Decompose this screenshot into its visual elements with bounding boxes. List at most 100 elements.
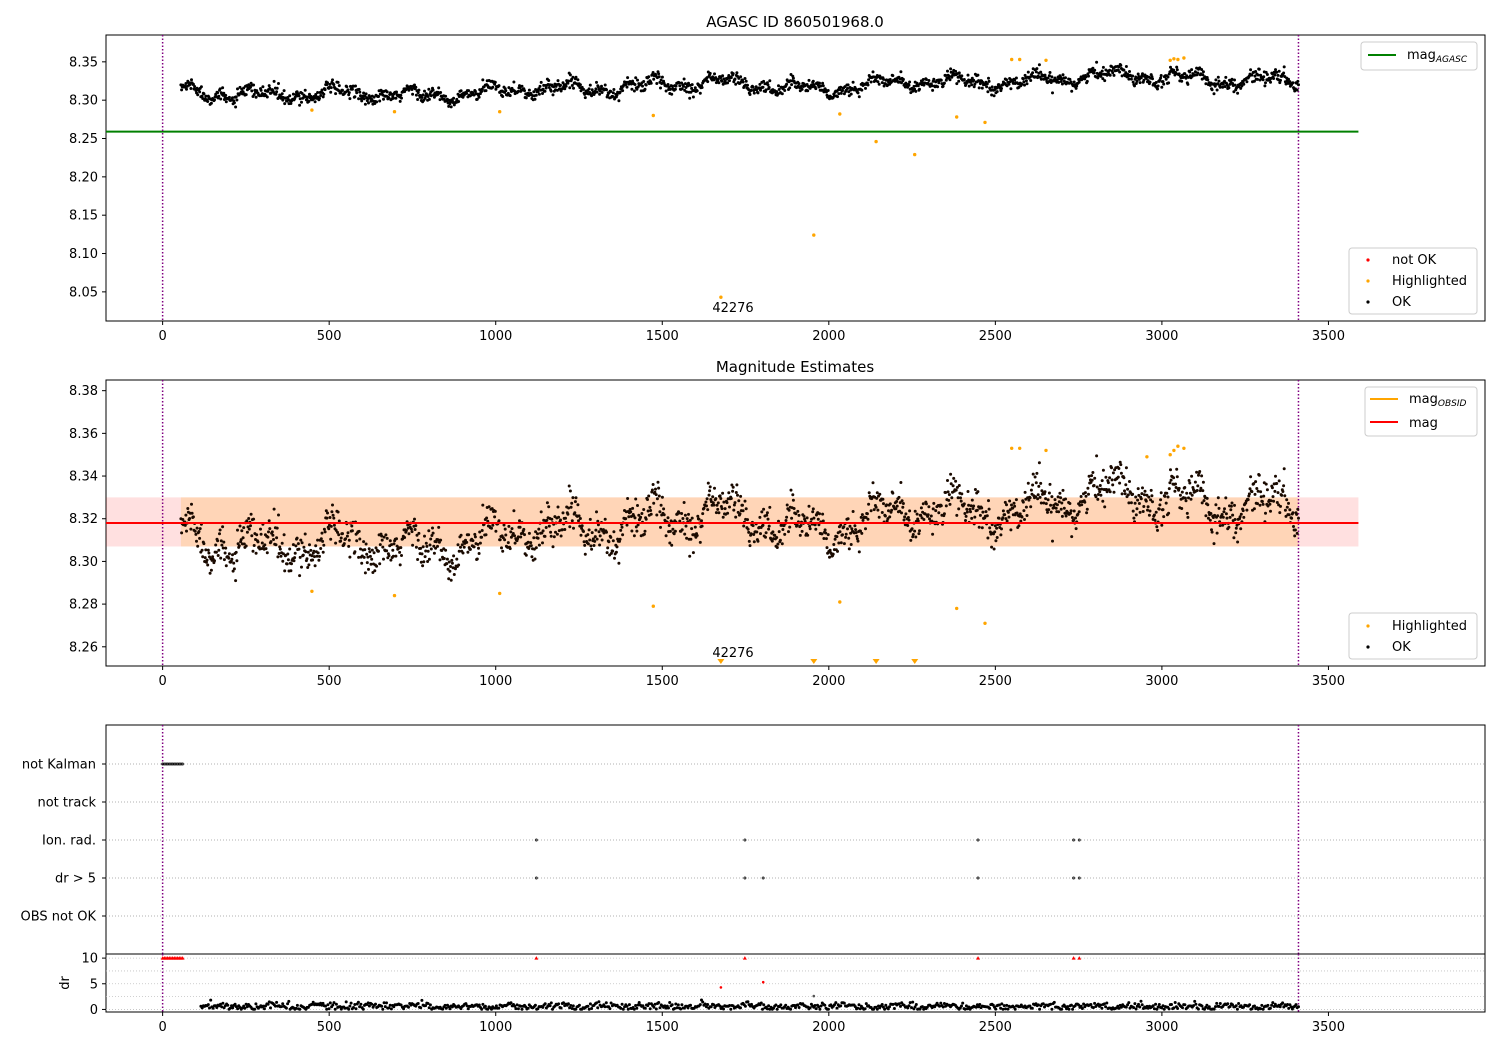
ok-point [1180,79,1184,83]
ok-point [1228,82,1232,86]
ok-point [1086,486,1090,490]
ok-point [747,539,751,543]
dr-point [789,1007,793,1011]
dr-point [1270,1003,1274,1007]
ok-point [321,95,325,99]
ok-point [274,543,278,547]
ok-point [184,82,188,85]
ok-point [1196,71,1200,75]
dr-point [1181,1006,1184,1010]
ok-point [942,81,946,85]
ok-point [398,99,402,103]
ok-point [937,511,941,515]
p2-ytick-label-0: 8.26 [69,640,98,655]
ok-point [1196,484,1200,488]
ok-point [643,87,647,91]
ok-point [578,83,582,87]
ok-point [1132,516,1136,520]
dr-point [328,1001,332,1005]
ok-point [1150,494,1154,498]
ok-point [411,543,415,547]
ok-point [577,519,580,523]
ok-point [1110,466,1113,470]
ok-point [944,504,948,508]
dr-point [797,1006,801,1009]
ok-point [971,507,975,510]
ok-point [1029,505,1033,509]
ok-point [941,84,945,88]
dr-point [298,1007,302,1011]
dr-point [543,1002,547,1006]
ok-point [595,510,598,514]
ok-point [1069,511,1072,515]
ok-point [269,540,273,544]
ok-point [954,69,958,73]
ok-point [854,531,858,534]
ok-point [1265,488,1269,492]
dr-point [509,1001,513,1005]
ok-point [928,517,931,521]
dr-point [1261,1007,1265,1011]
dr-point [1173,1001,1177,1004]
ok-point [254,551,258,555]
ok-point [359,94,362,98]
dr-point [1205,1003,1209,1007]
ok-point [916,519,920,523]
ok-point [1083,500,1087,504]
dr-point [1119,1005,1123,1009]
ok-point [357,529,361,533]
dr-point [774,1003,778,1007]
ok-point [460,543,464,547]
ok-point [446,567,450,571]
ok-point [776,542,780,546]
ok-point [657,486,661,490]
ok-point [1172,68,1176,72]
ok-point [421,93,425,97]
dr-point [284,1006,288,1010]
ok-point [211,555,215,559]
ok-point [426,95,430,98]
ok-point [1017,524,1021,528]
highlighted-point [1182,56,1186,60]
ok-point [714,497,718,501]
legend-highlighted-marker [1366,279,1370,283]
ok-point [1136,487,1140,491]
ok-point [1293,534,1297,538]
ok-point [1159,74,1163,77]
ok-point [1175,467,1179,471]
ok-point [272,79,276,83]
dr-point [549,1001,553,1005]
ok-point [236,87,239,91]
ok-point [354,84,357,88]
ok-point [792,507,796,510]
dr-point [477,1003,481,1007]
ok-point [1093,68,1097,72]
ok-point [389,558,393,562]
ok-point [605,551,609,555]
ok-point [1111,471,1115,475]
dr-point [920,1005,924,1009]
ok-point [855,537,859,541]
ok-point [810,517,813,521]
dr-point [794,1006,797,1010]
ok-point [189,527,193,531]
dr-point [994,1007,998,1011]
ok-point [877,82,881,86]
ok-point [1232,536,1236,540]
ok-point [281,559,285,563]
ok-point [481,78,485,82]
out-of-range-marker [911,659,919,664]
dr-point [1154,1002,1158,1006]
p4-xtick-label-7: 3500 [1312,1020,1345,1035]
dr-point [1226,1002,1230,1006]
ok-point [634,525,638,529]
ok-point [415,533,419,537]
ok-point [221,546,225,550]
p1-xtick-label-2: 1000 [479,329,512,344]
ok-point [658,510,662,514]
ok-point [1208,518,1212,522]
ok-point [621,89,625,93]
dr-point [1066,1005,1070,1009]
ok-point [1136,72,1140,76]
dr-point [402,1007,406,1011]
